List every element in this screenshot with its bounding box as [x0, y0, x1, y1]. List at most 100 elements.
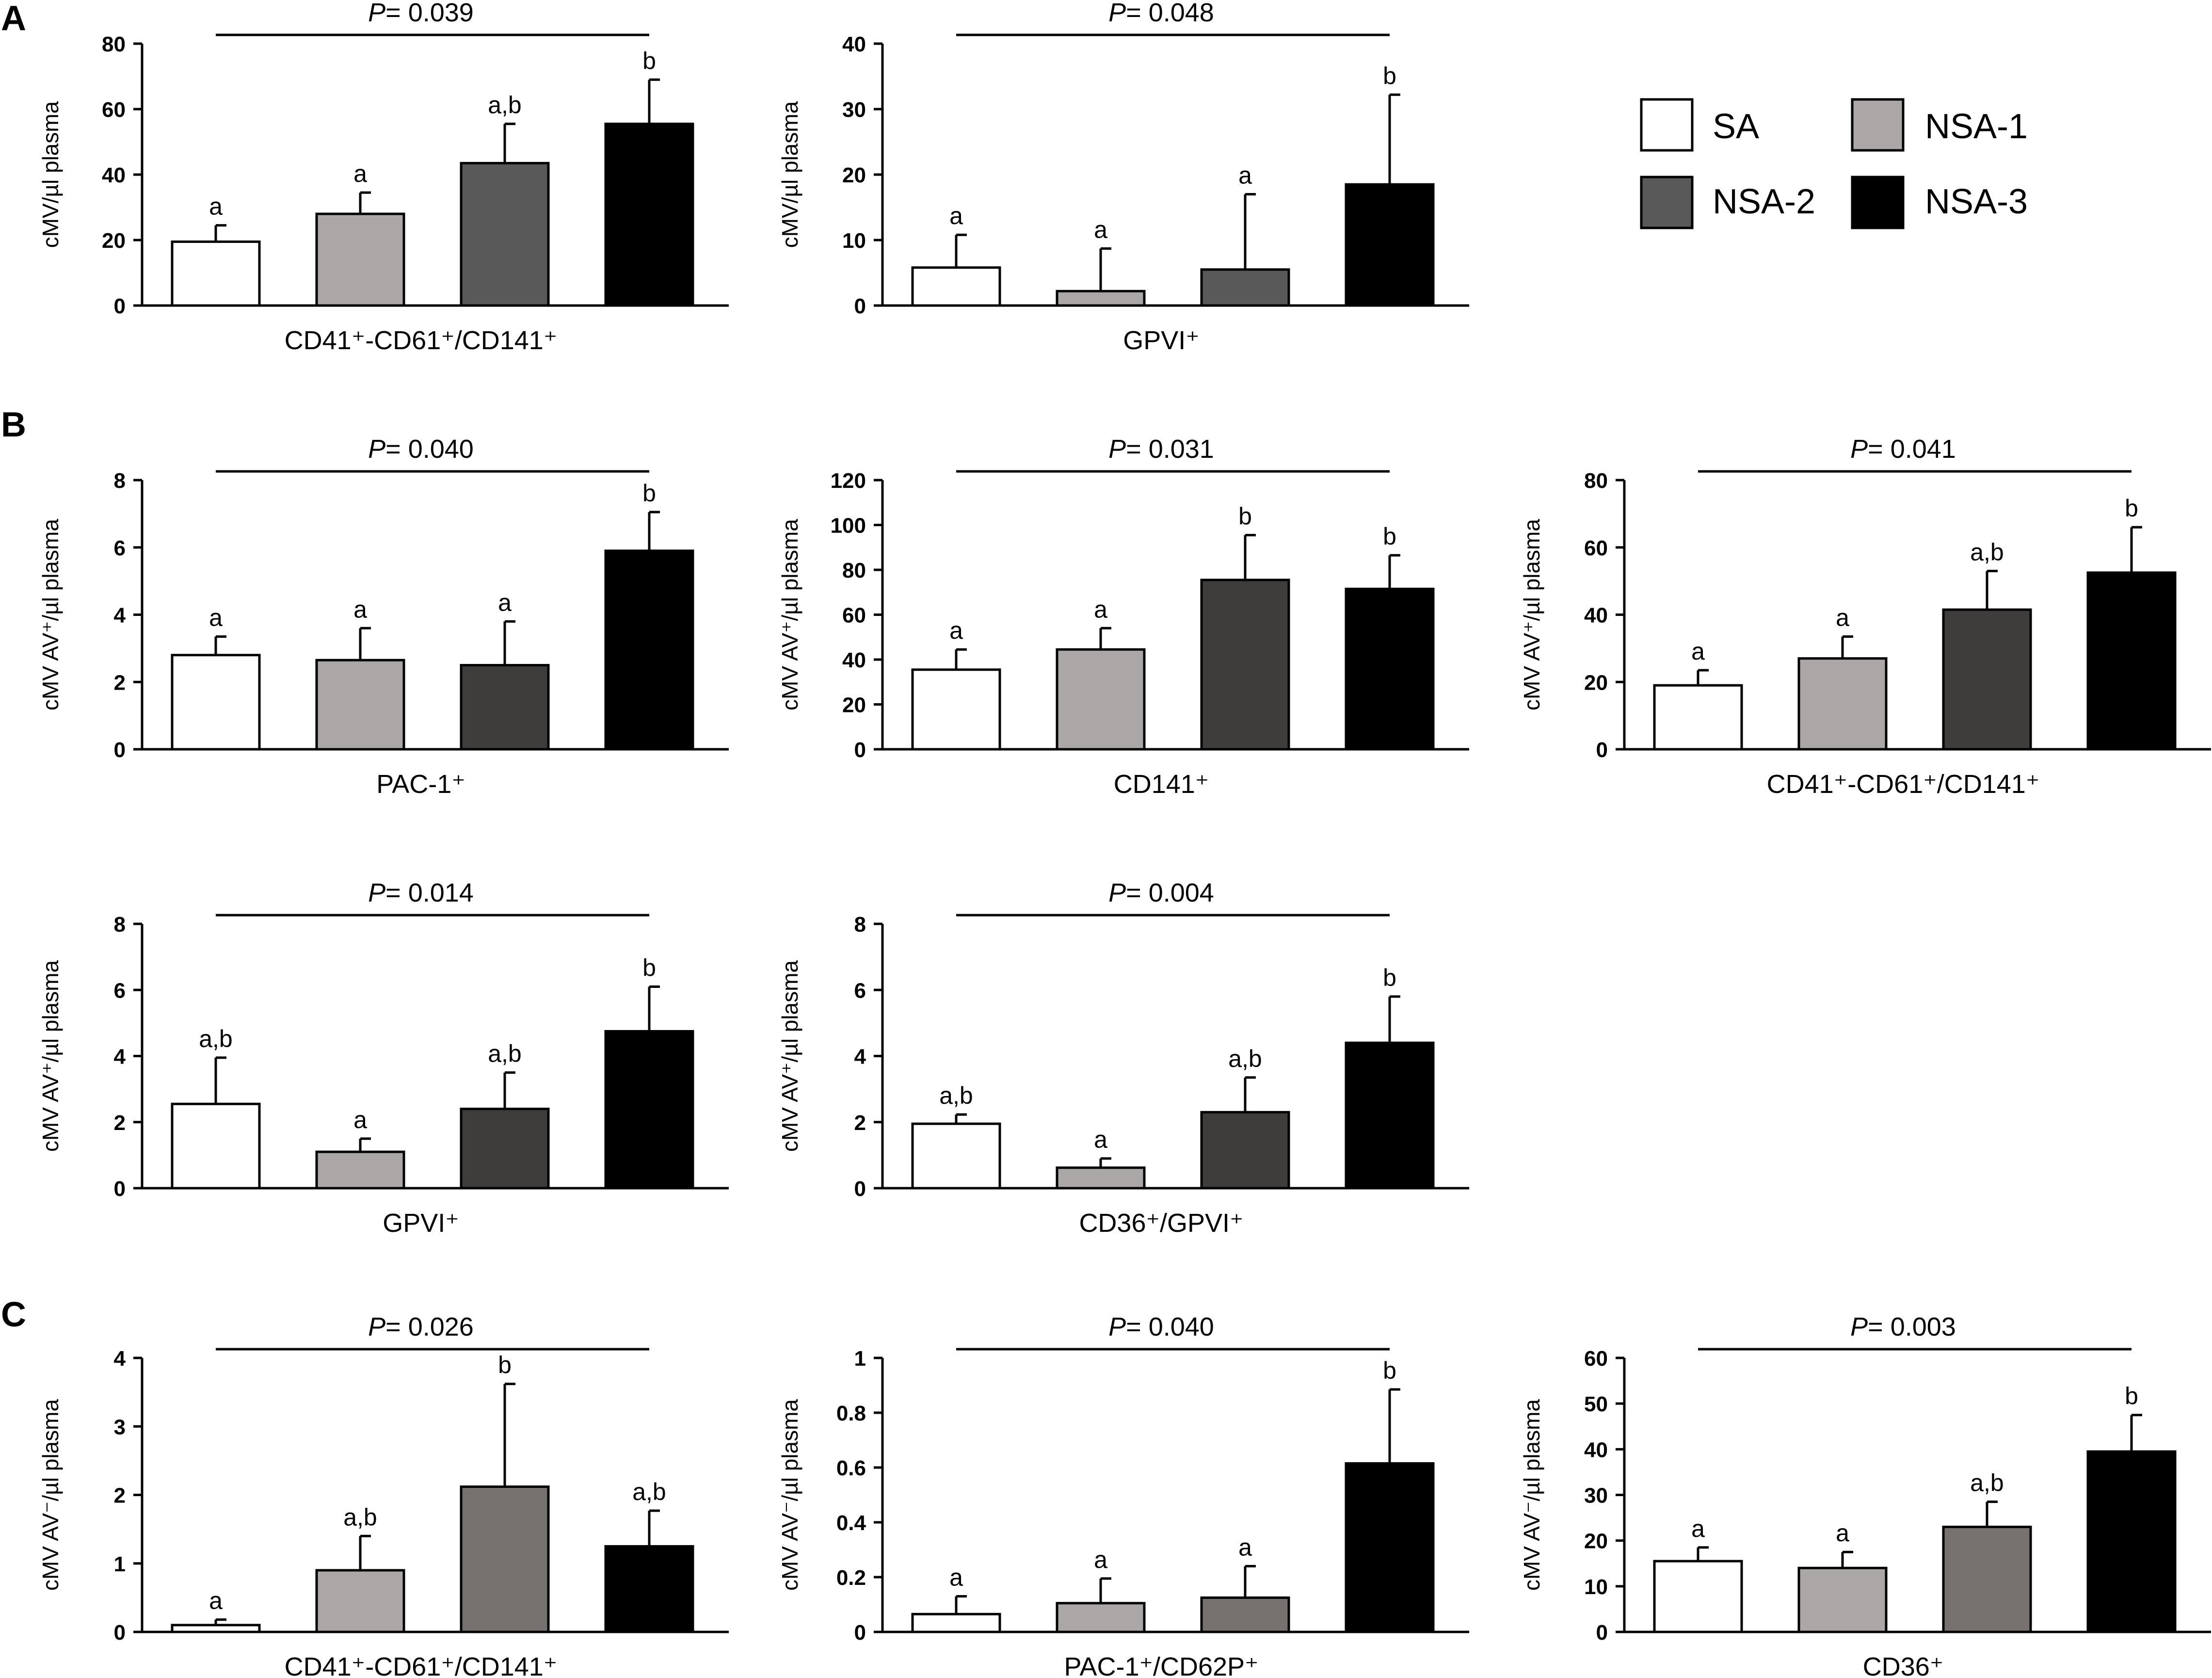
bar-sa: [911, 1122, 1001, 1190]
y-tick-label: 20: [1584, 671, 1608, 694]
x-axis-label: GPVI⁺: [383, 1209, 459, 1238]
bar-nsa-2: [1200, 1596, 1290, 1633]
significance-label: a: [949, 202, 963, 229]
p-value-label: P= 0.026: [368, 1312, 474, 1341]
y-tick-label: 30: [1584, 1484, 1608, 1508]
y-axis-label: cMV AV⁺/µl plasma: [38, 960, 63, 1152]
significance-label: a: [209, 1587, 223, 1614]
chart-6: 0 2 4 6 8 a,b a a,b b P= 0.014 GPVI⁺ cMV AV⁺/µl pla…: [38, 878, 729, 1238]
bar-sa: [171, 240, 261, 307]
y-tick-label: 20: [842, 694, 866, 717]
significance-label: a: [949, 1564, 963, 1591]
y-tick-label: 0: [854, 738, 866, 762]
y-tick-label: 0.2: [836, 1566, 866, 1590]
bar-sa: [911, 266, 1001, 307]
y-tick-label: 60: [1584, 536, 1608, 560]
y-tick-label: 8: [854, 913, 866, 936]
legend-swatch-nsa-2: [1640, 176, 1694, 229]
p-value-prefix: P: [368, 435, 385, 464]
y-tick-label: 60: [1584, 1347, 1608, 1371]
legend-label-sa: SA: [1713, 107, 1759, 146]
significance-label: a: [1094, 596, 1107, 623]
p-value-number: = 0.003: [1868, 1312, 1956, 1341]
y-axis-label: cMV/µl plasma: [777, 101, 802, 248]
y-tick-label: 2: [114, 671, 126, 694]
chart-2: 0 10 20 30 40 a a a b P= 0.048 GPVI⁺ cMV/µl plasma: [777, 0, 1469, 355]
significance-label: a,b: [632, 1478, 666, 1505]
bar-nsa-2: [1942, 608, 2032, 751]
p-value-number: = 0.041: [1868, 435, 1956, 464]
y-axis-label: cMV AV⁻/µl plasma: [38, 1399, 63, 1591]
significance-label: b: [1238, 502, 1252, 530]
y-tick-label: 80: [842, 559, 866, 582]
y-tick-label: 0: [114, 1177, 126, 1201]
bar-nsa-2: [1200, 1111, 1290, 1190]
significance-label: a,b: [488, 91, 522, 118]
significance-label: a: [353, 160, 367, 187]
bar-nsa-1: [1056, 1602, 1146, 1633]
p-value-number: = 0.039: [385, 0, 474, 27]
x-axis-label: PAC-1⁺: [376, 770, 465, 799]
significance-label: a: [498, 589, 512, 616]
legend-swatch-sa: [1640, 98, 1694, 152]
significance-label: b: [642, 480, 656, 507]
y-tick-label: 0: [1596, 738, 1608, 762]
bar-nsa-1: [315, 1569, 405, 1633]
y-tick-label: 6: [114, 979, 126, 1002]
bar-sa: [171, 1102, 261, 1190]
y-tick-label: 80: [1584, 469, 1608, 493]
panel-label-c: C: [1, 1295, 26, 1334]
legend: SA NSA-1 NSA-2 NSA-3: [1640, 98, 2028, 229]
y-tick-label: 20: [1584, 1530, 1608, 1553]
significance-label: b: [1383, 964, 1396, 991]
y-tick-label: 60: [102, 98, 126, 122]
bar-nsa-3: [1345, 1462, 1435, 1633]
p-value-label: P= 0.003: [1850, 1312, 1956, 1341]
y-tick-label: 8: [114, 913, 126, 936]
chart-10: 0 10 20 30 40 50 60 a a a,b b P= 0.003 CD36⁺ cMV AV⁻/…: [1519, 1312, 2211, 1678]
x-axis-label: CD36⁺: [1863, 1652, 1944, 1678]
significance-label: a: [209, 193, 223, 220]
y-tick-label: 40: [842, 648, 866, 672]
bar-sa: [171, 654, 261, 751]
y-axis-label: cMV AV⁺/µl plasma: [777, 519, 802, 710]
bar-nsa-3: [2086, 571, 2177, 751]
bar-nsa-1: [1056, 1166, 1146, 1190]
chart-7: 0 2 4 6 8 a,b a a,b b P= 0.004 CD36⁺/GPVI⁺ cMV AV⁺/…: [777, 878, 1469, 1238]
bar-nsa-1: [315, 1150, 405, 1190]
y-tick-label: 2: [114, 1484, 126, 1508]
y-axis-label: cMV AV⁺/µl plasma: [1519, 519, 1544, 710]
y-tick-label: 100: [831, 514, 866, 538]
significance-label: a,b: [1970, 538, 2004, 565]
p-value-label: P= 0.048: [1108, 0, 1214, 27]
significance-label: b: [642, 47, 656, 74]
y-tick-label: 6: [854, 979, 866, 1002]
x-axis-label: CD41⁺-CD61⁺/CD141⁺: [1767, 770, 2040, 799]
x-axis-label: CD41⁺-CD61⁺/CD141⁺: [285, 326, 558, 355]
y-tick-label: 10: [1584, 1575, 1608, 1599]
p-value-number: = 0.004: [1126, 878, 1214, 907]
bar-nsa-1: [1797, 1566, 1888, 1633]
chart-9: 0 0.2 0.4 0.6 0.8 1 a a a b P= 0.040 PAC-1⁺/CD62P⁺ c…: [777, 1312, 1469, 1678]
y-tick-label: 4: [114, 604, 126, 628]
legend-label-nsa-3: NSA-3: [1925, 182, 2028, 221]
p-value-number: = 0.040: [385, 435, 474, 464]
bar-nsa-1: [1797, 657, 1888, 751]
y-tick-label: 0.8: [836, 1402, 866, 1425]
bar-nsa-1: [1056, 648, 1146, 751]
y-tick-label: 3: [114, 1415, 126, 1439]
panel-label-b: B: [1, 405, 26, 444]
bar-nsa-3: [604, 122, 694, 307]
bar-nsa-3: [604, 1545, 694, 1633]
bar-nsa-2: [1942, 1525, 2032, 1633]
p-value-label: P= 0.014: [368, 878, 474, 907]
chart-1: 0 20 40 60 80 a a a,b b P= 0.039 CD41⁺-CD61⁺/CD141…: [38, 0, 729, 355]
bar-nsa-2: [460, 161, 550, 307]
significance-label: a,b: [199, 1025, 233, 1052]
significance-label: b: [2125, 495, 2138, 522]
bar-nsa-1: [315, 212, 405, 307]
y-tick-label: 4: [114, 1045, 126, 1069]
legend-label-nsa-1: NSA-1: [1925, 107, 2028, 146]
bar-nsa-2: [460, 1485, 550, 1633]
y-tick-label: 20: [842, 163, 866, 187]
